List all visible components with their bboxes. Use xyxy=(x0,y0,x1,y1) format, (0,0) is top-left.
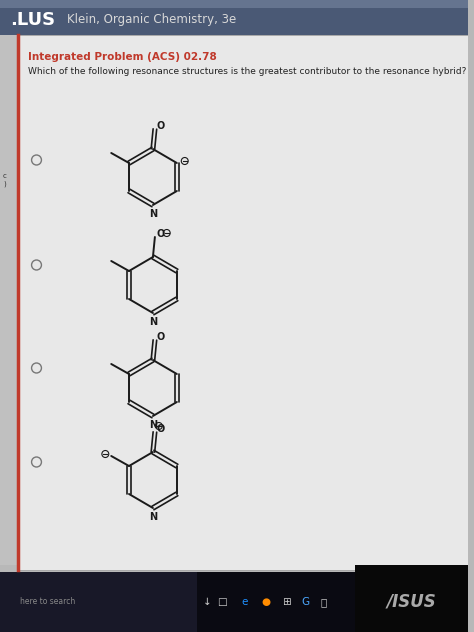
Text: N: N xyxy=(149,209,157,219)
Text: .LUS: .LUS xyxy=(10,11,55,29)
FancyBboxPatch shape xyxy=(0,35,18,565)
Text: c
): c ) xyxy=(3,173,7,186)
Text: N: N xyxy=(149,512,157,522)
Text: O: O xyxy=(157,121,165,131)
FancyBboxPatch shape xyxy=(0,0,468,35)
Text: O: O xyxy=(157,229,165,239)
Text: Which of the following resonance structures is the greatest contributor to the r: Which of the following resonance structu… xyxy=(27,67,466,76)
Text: ⊞: ⊞ xyxy=(282,597,291,607)
Text: O: O xyxy=(157,424,165,434)
Text: Klein, Organic Chemistry, 3e: Klein, Organic Chemistry, 3e xyxy=(67,13,237,27)
Text: □: □ xyxy=(217,597,227,607)
Text: /ISUS: /ISUS xyxy=(386,592,436,610)
Text: Integrated Problem (ACS) 02.78: Integrated Problem (ACS) 02.78 xyxy=(27,52,216,62)
FancyBboxPatch shape xyxy=(18,35,468,570)
Text: ↓: ↓ xyxy=(203,597,211,607)
FancyBboxPatch shape xyxy=(0,0,468,8)
FancyBboxPatch shape xyxy=(0,572,468,632)
Text: here to search: here to search xyxy=(20,597,75,607)
Text: N: N xyxy=(149,420,157,430)
Text: N: N xyxy=(149,317,157,327)
FancyBboxPatch shape xyxy=(0,572,197,632)
Text: O: O xyxy=(157,332,165,342)
Text: e: e xyxy=(241,597,248,607)
Text: ●: ● xyxy=(262,597,271,607)
FancyBboxPatch shape xyxy=(355,565,468,632)
Text: G: G xyxy=(302,597,310,607)
Text: ⬜: ⬜ xyxy=(320,597,327,607)
